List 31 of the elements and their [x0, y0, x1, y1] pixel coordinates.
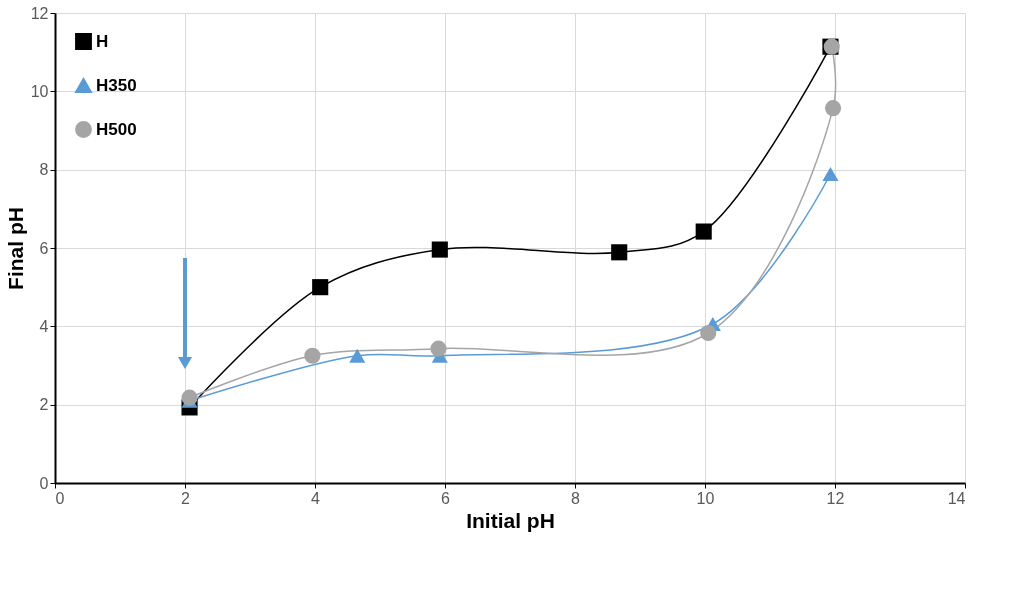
x-tick-label: 0 [55, 489, 65, 507]
point [822, 166, 839, 181]
x-tick-label: 14 [947, 489, 966, 507]
x-tick-label: 2 [181, 489, 191, 507]
y-axis-title: Final pH [3, 207, 27, 290]
y-tick-label: 8 [39, 161, 49, 179]
point [304, 347, 321, 364]
point [349, 348, 366, 363]
point [824, 100, 842, 117]
y-tick-label: 2 [39, 396, 49, 414]
point [431, 241, 448, 258]
point [611, 244, 628, 261]
x-tick-label: 4 [311, 489, 321, 507]
point [700, 324, 717, 342]
x-tick-label: 6 [441, 489, 451, 507]
x-tick-label: 10 [696, 489, 715, 507]
point [181, 389, 198, 406]
y-tick-label: 0 [39, 474, 49, 492]
x-axis-title: Initial pH [466, 508, 555, 532]
legend-label: H [96, 31, 109, 51]
point [430, 340, 447, 357]
point [695, 223, 712, 240]
x-tick-label: 12 [826, 489, 845, 507]
legend-label: H350 [96, 75, 137, 95]
y-tick-label: 6 [39, 239, 49, 257]
y-tick-label: 4 [39, 317, 49, 335]
legend-label: H500 [96, 119, 137, 139]
x-tick-label: 8 [571, 489, 581, 507]
y-tick-label: 10 [30, 82, 49, 100]
point [312, 279, 329, 296]
y-tick-label: 12 [30, 4, 49, 22]
